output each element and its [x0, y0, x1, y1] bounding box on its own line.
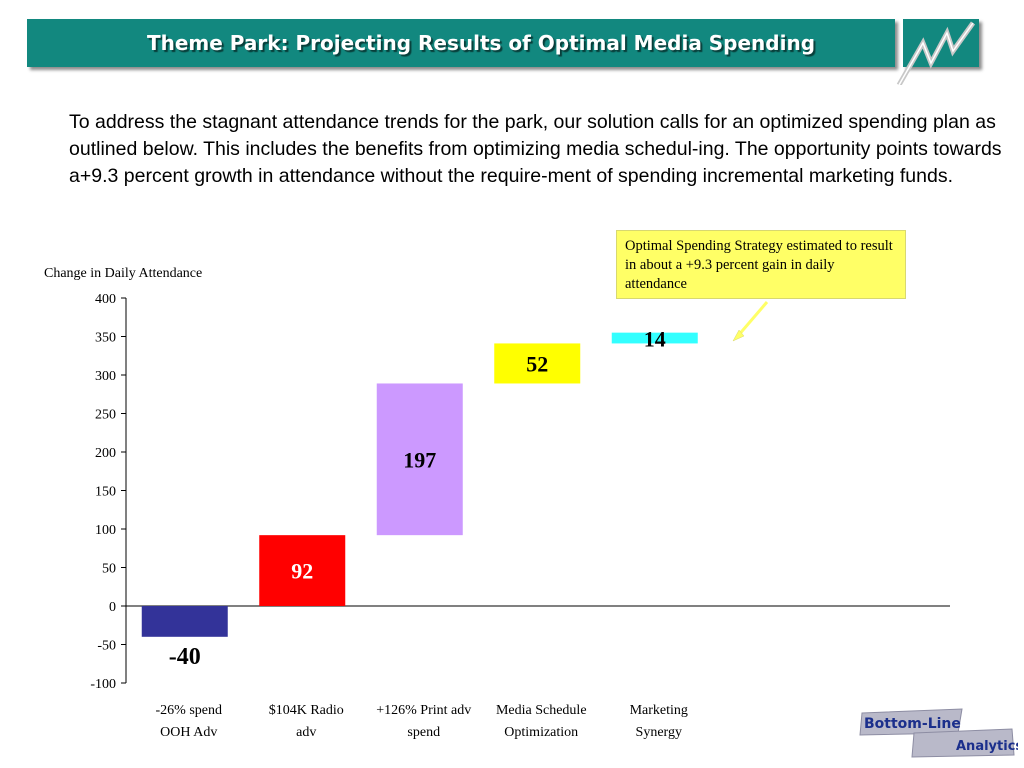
x-category-label: Marketing: [630, 703, 688, 718]
bar-1: [141, 606, 228, 637]
bar-5: [611, 332, 698, 344]
y-tick-label: 0: [109, 600, 116, 615]
x-category-label: Media Schedule: [496, 703, 587, 718]
title-bar: Theme Park: Projecting Results of Optima…: [27, 19, 895, 67]
page-title: Theme Park: Projecting Results of Optima…: [146, 31, 816, 55]
x-category-label: Synergy: [636, 725, 682, 740]
y-tick-label: 200: [95, 446, 116, 461]
callout-note: Optimal Spending Strategy estimated to r…: [616, 230, 906, 299]
brand-line1: Bottom-Line: [864, 716, 961, 732]
callout-pointer: [735, 301, 769, 338]
data-label: 197: [403, 447, 436, 472]
data-label: 14: [644, 327, 666, 352]
y-tick-label: 250: [95, 408, 116, 423]
x-category-label: $104K Radio: [269, 703, 344, 718]
y-tick-label: 400: [95, 292, 116, 307]
chart-bars: -40 92 197 52 14: [141, 327, 698, 670]
bar-2: [259, 535, 346, 606]
y-tick-label: 150: [95, 485, 116, 500]
x-category-label: adv: [296, 725, 316, 740]
callout-pointer-head: [732, 329, 745, 342]
y-axis-label: Change in Daily Attendance: [44, 266, 202, 281]
brand-logo: Bottom-Line Analytics: [859, 708, 1018, 758]
zigzag-logo-icon: [896, 21, 976, 85]
y-tick-label: 100: [95, 523, 116, 538]
brand-line2: Analytics: [956, 739, 1018, 754]
data-label: -40: [169, 644, 201, 670]
x-category-label: OOH Adv: [160, 725, 217, 740]
data-label: 92: [291, 559, 313, 584]
bar-3: [376, 383, 463, 536]
intro-paragraph: To address the stagnant attendance trend…: [69, 111, 1002, 187]
bar-4: [494, 343, 581, 384]
y-tick-label: -50: [97, 639, 116, 654]
x-category-label: spend: [407, 725, 440, 740]
x-category-label: +126% Print adv: [376, 703, 471, 718]
y-tick-label: 50: [102, 562, 116, 577]
y-tick-label: 300: [95, 369, 116, 384]
chart-x-labels: -26% spend OOH Adv $104K Radio adv +126% Pri…: [156, 703, 688, 740]
data-label: 52: [526, 351, 548, 376]
x-category-label: -26% spend: [156, 703, 223, 718]
header-logo: [896, 19, 979, 85]
y-tick-label: -100: [90, 677, 116, 692]
y-tick-label: 350: [95, 331, 116, 346]
x-category-label: Optimization: [504, 725, 578, 740]
